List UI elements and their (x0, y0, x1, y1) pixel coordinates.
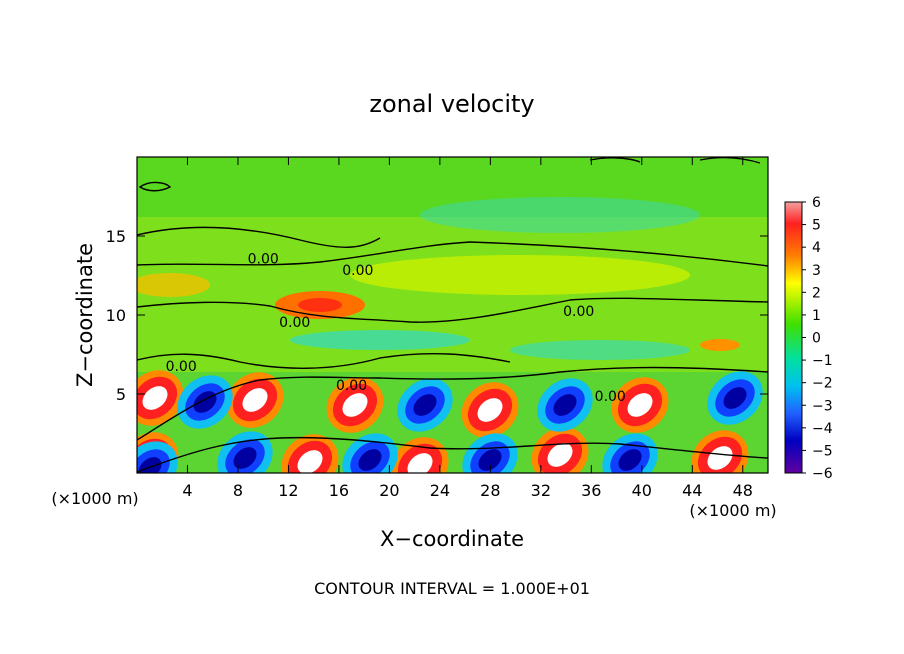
negative-velocity-core (723, 387, 747, 409)
contour-labels: 0.00 0.00 0.00 0.00 0.00 0.00 0.00 (166, 252, 626, 405)
colorbar-tick-label: −2 (812, 376, 833, 392)
contour-label: 0.00 (595, 389, 626, 405)
y-tick-label: 10 (106, 306, 126, 325)
negative-velocity-core (233, 447, 257, 469)
x-tick-label: 24 (430, 481, 450, 500)
saturated-positive-core (297, 450, 323, 473)
contour-label: 0.00 (248, 252, 279, 268)
negative-velocity-core (618, 449, 642, 471)
y-axis-ticks: 5 10 15 (106, 227, 768, 404)
saturated-positive-core (142, 386, 168, 410)
y-tick-label: 5 (116, 385, 126, 404)
contour-label: 0.00 (166, 359, 197, 375)
colorbar-tick-label: 2 (812, 285, 821, 301)
saturated-positive-core (242, 388, 268, 412)
colorbar-tick-label: −5 (812, 443, 833, 459)
x-tick-label: 44 (682, 481, 702, 500)
x-tick-label: 48 (733, 481, 753, 500)
colorbar-tick-label: 5 (812, 218, 821, 234)
colorbar-tick-label: −3 (812, 398, 833, 414)
x-tick-label: 12 (278, 481, 298, 500)
colorbar-tick-label: −1 (812, 353, 833, 369)
x-unit-right: (×1000 m) (689, 501, 776, 520)
y-axis-label: Z−coordinate (73, 243, 97, 387)
colorbar-ticks: 6 5 4 3 2 1 0 −1 −2 −3 −4 −5 −6 (802, 195, 833, 482)
x-tick-label: 4 (182, 481, 192, 500)
x-tick-label: 36 (581, 481, 601, 500)
x-tick-label: 40 (632, 481, 652, 500)
contour-label: 0.00 (279, 315, 310, 331)
velocity-field (137, 157, 768, 473)
colorbar-tick-label: 6 (812, 195, 821, 211)
colorbar-tick-label: 0 (812, 331, 821, 347)
colorbar-tick-label: 3 (812, 263, 821, 279)
colorbar-tick-label: 1 (812, 308, 821, 324)
colorbar-tick-label: 4 (812, 240, 821, 256)
negative-velocity-core (358, 449, 382, 471)
negative-velocity-core (138, 457, 162, 473)
contour-label: 0.00 (563, 304, 594, 320)
saturated-positive-core (477, 398, 503, 422)
negative-velocity-core (413, 394, 437, 416)
contour-label: 0.00 (336, 378, 367, 394)
saturated-positive-core (707, 446, 733, 470)
saturated-positive-core (627, 393, 653, 417)
y-tick-label: 15 (106, 227, 126, 246)
saturated-positive-core (547, 443, 573, 467)
negative-velocity-core (553, 394, 577, 416)
x-axis-ticks: 4 8 12 16 20 24 28 32 36 40 44 48 (182, 157, 753, 500)
colorbar-tick-label: −4 (812, 421, 833, 437)
colorbar (784, 201, 803, 474)
saturated-positive-core (342, 393, 368, 417)
x-tick-label: 20 (379, 481, 399, 500)
saturated-positive-core (407, 453, 433, 473)
contour-lines (137, 157, 768, 473)
colorbar-tick-label: −6 (812, 466, 833, 482)
negative-velocity-core (478, 449, 502, 471)
x-tick-label: 16 (329, 481, 349, 500)
x-unit-left: (×1000 m) (51, 489, 138, 508)
x-tick-label: 32 (531, 481, 551, 500)
x-tick-label: 8 (233, 481, 243, 500)
x-axis-label: X−coordinate (380, 527, 524, 551)
x-tick-label: 28 (480, 481, 500, 500)
contour-label: 0.00 (342, 263, 373, 279)
chart-title: zonal velocity (369, 90, 534, 118)
footer-note: CONTOUR INTERVAL = 1.000E+01 (314, 579, 590, 598)
